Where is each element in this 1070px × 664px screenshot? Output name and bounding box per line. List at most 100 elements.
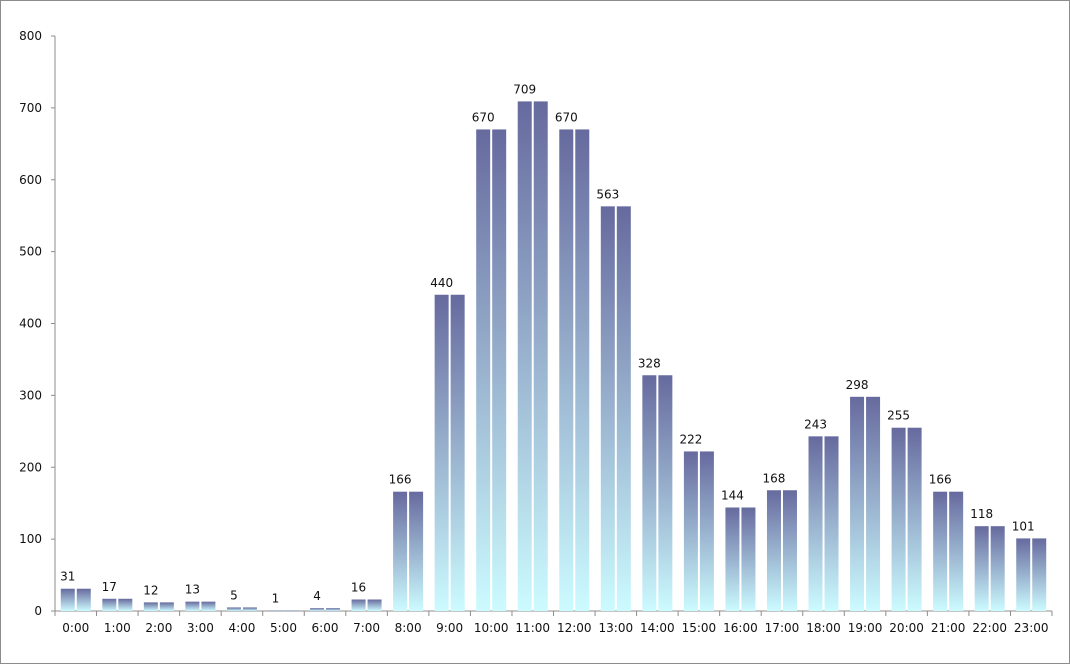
bar (76, 588, 91, 611)
x-tick-label: 18:00 (806, 621, 841, 635)
bar (642, 375, 657, 611)
bar (310, 608, 325, 611)
bar (891, 427, 906, 611)
x-tick-label: 3:00 (187, 621, 214, 635)
x-tick-label: 16:00 (723, 621, 758, 635)
bars (60, 101, 1047, 611)
bar (533, 101, 548, 611)
y-tick-label: 400 (19, 317, 42, 331)
bar (476, 129, 491, 611)
data-label: 166 (929, 473, 952, 487)
bar (600, 206, 615, 611)
x-tick-label: 7:00 (353, 621, 380, 635)
data-label: 670 (472, 110, 495, 124)
bar (725, 507, 740, 611)
x-tick-label: 10:00 (474, 621, 509, 635)
data-label: 101 (1012, 519, 1035, 533)
y-tick-label: 700 (19, 101, 42, 115)
x-tick-label: 20:00 (889, 621, 924, 635)
bar (351, 599, 366, 611)
data-label: 16 (351, 581, 366, 595)
bar (866, 396, 881, 611)
y-tick-label: 500 (19, 245, 42, 259)
x-tick-label: 1:00 (104, 621, 131, 635)
bar (450, 294, 465, 611)
data-label: 12 (143, 583, 158, 597)
y-tick-label: 100 (19, 532, 42, 546)
data-label: 31 (60, 570, 75, 584)
x-tick-label: 21:00 (931, 621, 966, 635)
bar (990, 526, 1005, 611)
data-label: 709 (513, 82, 536, 96)
data-label: 17 (102, 580, 117, 594)
x-tick-label: 0:00 (62, 621, 89, 635)
bar (782, 490, 797, 611)
x-tick-label: 9:00 (436, 621, 463, 635)
data-label: 222 (679, 432, 702, 446)
x-tick-label: 15:00 (682, 621, 717, 635)
bar (824, 436, 839, 611)
bar (118, 598, 133, 611)
x-tick-label: 17:00 (765, 621, 800, 635)
bar (159, 602, 174, 611)
data-label: 243 (804, 417, 827, 431)
bar (808, 436, 823, 611)
data-label: 5 (230, 588, 238, 602)
data-label: 166 (389, 473, 412, 487)
data-label: 144 (721, 489, 744, 503)
x-tick-label: 14:00 (640, 621, 675, 635)
x-tick-label: 4:00 (228, 621, 255, 635)
y-tick-label: 0 (34, 604, 42, 618)
data-label: 440 (430, 276, 453, 290)
data-label: 1 (272, 591, 280, 605)
x-tick-label: 11:00 (515, 621, 550, 635)
bar (60, 588, 75, 611)
x-tick-label: 22:00 (972, 621, 1007, 635)
axes: 0 100 200 300 400 500 600 700 800 0:00 1:00 2:00 3:0… (19, 29, 1053, 635)
x-tick-label: 2:00 (145, 621, 172, 635)
bar (1016, 538, 1031, 611)
bar (850, 396, 865, 611)
x-tick-label: 19:00 (848, 621, 883, 635)
bar (143, 602, 158, 611)
bar (616, 206, 631, 611)
bar (949, 491, 964, 611)
x-tick-label: 6:00 (312, 621, 339, 635)
bar (658, 375, 673, 611)
bar (974, 526, 989, 611)
bar (268, 610, 283, 611)
x-tick-label: 23:00 (1014, 621, 1049, 635)
bar (559, 129, 574, 611)
data-label: 670 (555, 110, 578, 124)
bar (575, 129, 590, 611)
bar (367, 599, 382, 611)
bar (492, 129, 507, 611)
bar (683, 451, 698, 611)
y-tick-label: 300 (19, 388, 42, 402)
data-label: 4 (313, 589, 321, 603)
bar (933, 491, 948, 611)
data-label: 168 (763, 471, 786, 485)
bar (1032, 538, 1047, 611)
data-label: 255 (887, 409, 910, 423)
data-label: 298 (846, 378, 869, 392)
bar (102, 598, 117, 611)
y-tick-label: 800 (19, 29, 42, 43)
data-label: 13 (185, 583, 200, 597)
bar (741, 507, 756, 611)
y-tick-label: 200 (19, 460, 42, 474)
data-label: 118 (970, 507, 993, 521)
bar (434, 294, 449, 611)
bar (284, 610, 299, 611)
bar (226, 607, 241, 611)
y-tick-label: 600 (19, 173, 42, 187)
x-tick-label: 5:00 (270, 621, 297, 635)
bar (242, 607, 257, 611)
data-label: 328 (638, 356, 661, 370)
x-tick-label: 12:00 (557, 621, 592, 635)
bar (699, 451, 714, 611)
bar (393, 491, 408, 611)
bar (409, 491, 424, 611)
x-tick-label: 13:00 (599, 621, 634, 635)
